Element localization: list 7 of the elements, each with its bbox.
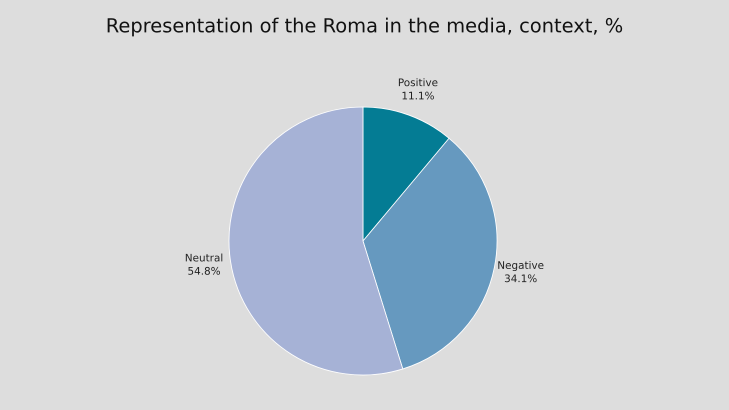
slice-label: Neutral	[186, 253, 222, 262]
data-label: 34.1%	[504, 274, 537, 282]
data-label: 54.8%	[188, 266, 220, 275]
chart-title: Representation of the Roma in the media, context, %	[108, 18, 622, 36]
slice-label: Negative	[498, 260, 544, 272]
data-label: 11.1%	[402, 92, 434, 100]
slice-label: Positive	[398, 78, 438, 86]
